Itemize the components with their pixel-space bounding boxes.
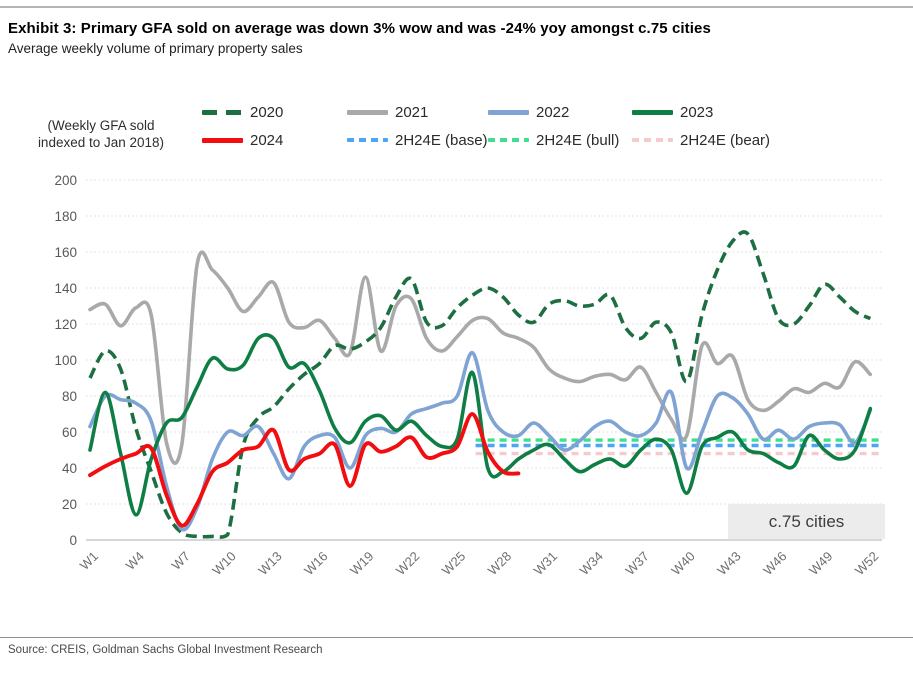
x-tick-label-W34: W34 (577, 549, 607, 579)
series-2021-line (88, 250, 873, 465)
y-tick-label-120: 120 (54, 317, 77, 332)
legend-item-2024: 2024 (202, 131, 284, 149)
series-2024-line (88, 412, 521, 528)
legend-item-2023: 2023 (632, 103, 714, 121)
x-tick-label-W10: W10 (209, 549, 239, 579)
series-2023-line (88, 333, 873, 517)
y-tick-label-20: 20 (62, 497, 77, 512)
legend-swatch (347, 109, 388, 115)
exhibit-subtitle: Average weekly volume of primary propert… (8, 41, 303, 56)
legend-label: 2H24E (bull) (536, 131, 620, 149)
source-note: Source: CREIS, Goldman Sachs Global Inve… (8, 644, 323, 656)
cities-annotation-badge: c.75 cities (728, 504, 885, 539)
legend-swatch (632, 137, 673, 143)
series-2020-line (88, 230, 872, 539)
y-tick-label-0: 0 (69, 533, 77, 548)
legend-swatch (488, 109, 529, 115)
x-tick-label-W46: W46 (760, 549, 790, 579)
legend-swatch (202, 109, 243, 115)
x-tick-label-W43: W43 (714, 549, 744, 579)
x-tick-label-W1: W1 (77, 549, 101, 573)
exhibit-title: Exhibit 3: Primary GFA sold on average w… (8, 20, 711, 37)
x-tick-label-W7: W7 (169, 549, 193, 573)
x-tick-label-W31: W31 (531, 549, 561, 579)
x-tick-label-W16: W16 (301, 549, 331, 579)
x-tick-label-W22: W22 (393, 549, 423, 579)
legend-swatch (202, 137, 243, 143)
legend-label: 2020 (250, 103, 284, 121)
series-2022-line (88, 350, 873, 532)
x-tick-label-W28: W28 (485, 549, 515, 579)
y-tick-label-60: 60 (62, 425, 77, 440)
legend-item-2h24e-bull-: 2H24E (bull) (488, 131, 620, 149)
x-tick-label-W40: W40 (668, 549, 698, 579)
x-tick-label-W49: W49 (806, 549, 836, 579)
top-divider (0, 6, 913, 8)
y-tick-label-40: 40 (62, 461, 77, 476)
x-tick-label-W4: W4 (123, 549, 147, 573)
legend-label: 2H24E (base) (395, 131, 488, 149)
legend-item-2022: 2022 (488, 103, 570, 121)
y-tick-label-200: 200 (54, 173, 77, 188)
y-axis-note-line1: (Weekly GFA sold (47, 118, 155, 133)
x-tick-label-W19: W19 (347, 549, 377, 579)
y-tick-label-100: 100 (54, 353, 77, 368)
legend-item-2h24e-bear-: 2H24E (bear) (632, 131, 771, 149)
legend-swatch (488, 137, 529, 143)
x-tick-label-W52: W52 (852, 549, 882, 579)
legend-item-2021: 2021 (347, 103, 429, 121)
y-axis-note-line2: indexed to Jan 2018) (37, 135, 165, 150)
legend-label: 2024 (250, 131, 284, 149)
y-tick-label-140: 140 (54, 281, 77, 296)
bottom-divider (0, 637, 913, 638)
legend-label: 2022 (536, 103, 570, 121)
legend-item-2020: 2020 (202, 103, 284, 121)
legend-item-2h24e-base-: 2H24E (base) (347, 131, 488, 149)
y-axis-note: (Weekly GFA sold indexed to Jan 2018) (18, 117, 184, 151)
x-tick-label-W13: W13 (255, 549, 285, 579)
legend-swatch (347, 137, 388, 143)
legend-label: 2021 (395, 103, 429, 121)
y-tick-label-180: 180 (54, 209, 77, 224)
x-tick-label-W25: W25 (439, 549, 469, 579)
legend-swatch (632, 109, 673, 115)
legend-label: 2H24E (bear) (680, 131, 771, 149)
y-tick-label-160: 160 (54, 245, 77, 260)
legend-label: 2023 (680, 103, 714, 121)
y-tick-label-80: 80 (62, 389, 77, 404)
x-tick-label-W37: W37 (622, 549, 652, 579)
